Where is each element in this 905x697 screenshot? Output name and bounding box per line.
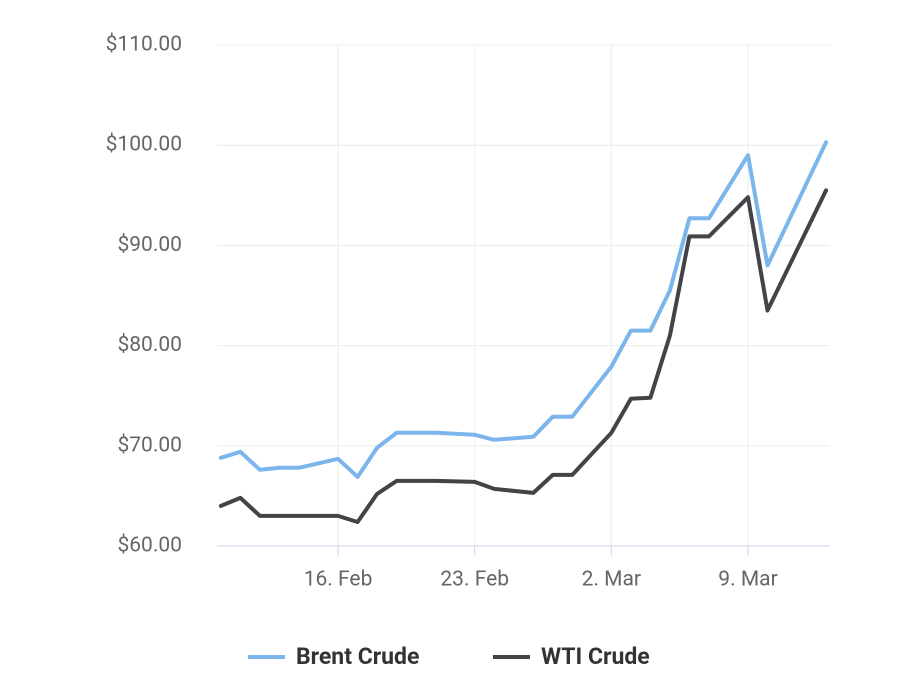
x-tick-label: 2. Mar — [582, 568, 641, 592]
y-tick-label: $70.00 — [117, 433, 182, 457]
y-tick-label: $110.00 — [106, 33, 182, 57]
y-tick-label: $60.00 — [117, 534, 182, 558]
x-tick-label: 9. Mar — [718, 568, 777, 592]
series-line — [218, 188, 829, 524]
x-tick-label: 16. Feb — [304, 568, 373, 592]
legend-label[interactable]: Brent Crude — [296, 643, 419, 670]
x-tick-label: 23. Feb — [440, 568, 509, 592]
y-tick-label: $90.00 — [117, 233, 182, 257]
legend-label[interactable]: WTI Crude — [541, 643, 650, 670]
y-tick-label: $100.00 — [106, 133, 182, 157]
series-line — [218, 140, 829, 479]
y-tick-label: $80.00 — [117, 333, 182, 357]
